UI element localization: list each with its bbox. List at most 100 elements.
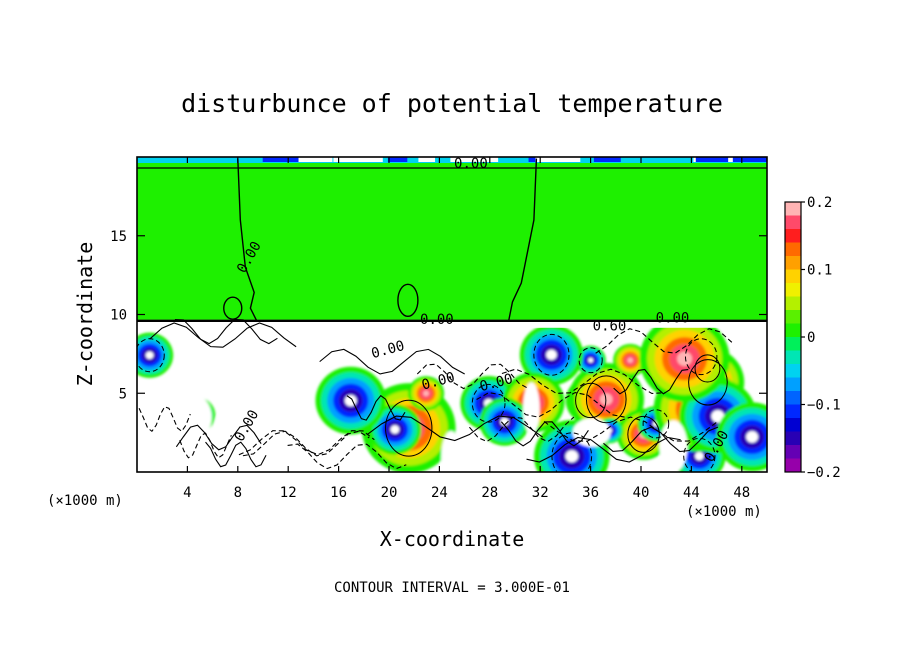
x-tick-label: 8 — [234, 485, 242, 501]
top-strip-patch — [262, 157, 299, 162]
contour-line — [595, 328, 733, 354]
contour-lines — [137, 158, 767, 472]
contour-loop — [683, 437, 716, 472]
colorbar-swatch — [785, 458, 801, 473]
contour-line — [603, 426, 719, 453]
contour-loop — [551, 432, 593, 472]
upper-layer-fill — [137, 157, 767, 321]
eddy-core — [441, 431, 461, 472]
eddy-ring — [423, 390, 430, 397]
contour-line — [319, 348, 465, 375]
eddy-ring — [627, 357, 634, 364]
eddy-ring — [546, 349, 557, 360]
contour-loop — [627, 415, 660, 453]
contour-label: 0.60 — [593, 318, 627, 334]
colorbar-swatch — [785, 256, 801, 270]
x-tick-label: 32 — [532, 485, 549, 501]
colorbar-swatch — [785, 229, 801, 243]
colorbar-swatch — [785, 391, 801, 405]
colorbar-swatch — [785, 364, 801, 378]
eddy-core — [305, 426, 328, 468]
x-tick-label: 44 — [683, 485, 700, 501]
x-tick-label: 12 — [280, 485, 297, 501]
eddy-ring — [711, 410, 725, 423]
tropopause-band — [137, 319, 767, 328]
colorbar-swatch — [785, 431, 801, 446]
contour-loop — [688, 359, 728, 406]
eddy-ring — [746, 431, 759, 443]
contour-line — [501, 368, 666, 395]
chart-title: disturbunce of potential temperature — [181, 89, 723, 118]
top-strip-patch — [387, 157, 408, 162]
colorbar-swatch — [785, 337, 801, 351]
contour-line — [238, 430, 375, 456]
plot-area — [137, 157, 767, 472]
x-tick-label: 16 — [330, 485, 347, 501]
eddy-core — [254, 383, 289, 429]
contour-loop — [642, 409, 670, 439]
contour-loop — [585, 375, 627, 424]
contour-label: 0.00 — [420, 312, 454, 328]
top-strip-patch — [293, 157, 333, 162]
colorbar-swatch — [785, 323, 801, 338]
colorbar-tick-label: −0.1 — [807, 398, 841, 414]
colorbar-swatch — [785, 269, 801, 284]
colorbar-swatch — [785, 350, 801, 365]
colorbar-swatch — [785, 445, 801, 459]
contour-line — [242, 430, 370, 457]
top-strip-patch — [418, 157, 436, 162]
contour-line — [346, 394, 406, 421]
contour-loop — [397, 283, 419, 318]
top-strip-patch — [732, 157, 763, 162]
colorbar-swatch — [785, 283, 801, 297]
contour-interval-note: CONTOUR INTERVAL = 3.000E-01 — [334, 580, 570, 596]
colorbar-swatch — [785, 310, 801, 324]
x-tick-label: 48 — [733, 485, 750, 501]
colorbar-swatch — [785, 418, 801, 432]
eddy-ring — [677, 351, 693, 366]
contour-line — [175, 424, 262, 451]
contour-label: 0.00 — [656, 310, 690, 326]
contour-line — [287, 443, 407, 470]
eddy-core — [523, 382, 540, 435]
contour-loop — [578, 347, 603, 374]
contour-line — [205, 441, 267, 468]
colorbar-swatch — [785, 404, 801, 419]
colorbar-swatch — [785, 377, 801, 392]
contour-line — [543, 416, 718, 442]
colorbar-swatch — [785, 215, 801, 230]
y-axis-label: Z-coordinate — [73, 242, 97, 387]
contour-line — [469, 416, 575, 443]
zero-contour-upper — [508, 158, 538, 321]
colorbar-swatch — [785, 296, 801, 311]
contour-line — [149, 322, 297, 348]
colorbar-tick-label: 0 — [807, 330, 815, 346]
contour-line — [366, 415, 543, 442]
contour-loop — [575, 382, 607, 419]
contour-loop — [471, 383, 506, 423]
x-tick-label: 4 — [183, 485, 191, 501]
contour-loop — [694, 354, 721, 383]
colorbar-tick-label: 0.1 — [807, 263, 832, 279]
x-tick-label: 20 — [381, 485, 398, 501]
x-tick-label: 36 — [582, 485, 599, 501]
eddy-core — [188, 445, 225, 472]
zero-contour-upper — [237, 158, 258, 322]
top-strip-patch — [593, 157, 621, 162]
y-tick-label: 15 — [110, 229, 127, 245]
contour-loop — [223, 296, 243, 320]
eddy-ring — [588, 357, 594, 363]
eddy-ring — [565, 450, 579, 463]
top-strip-patch — [695, 157, 729, 162]
contour-label: 0.00 — [454, 156, 488, 172]
contour-line — [174, 318, 278, 345]
contour-loop — [385, 399, 433, 457]
contour-loop — [684, 338, 718, 376]
colorbar-tick-label: 0.2 — [807, 195, 832, 211]
y-tick-label: 10 — [110, 308, 127, 324]
x-unit-right: (×1000 m) — [686, 504, 762, 520]
contour-line — [613, 368, 689, 395]
x-axis-label: X-coordinate — [380, 527, 525, 551]
x-tick-label: 24 — [431, 485, 448, 501]
